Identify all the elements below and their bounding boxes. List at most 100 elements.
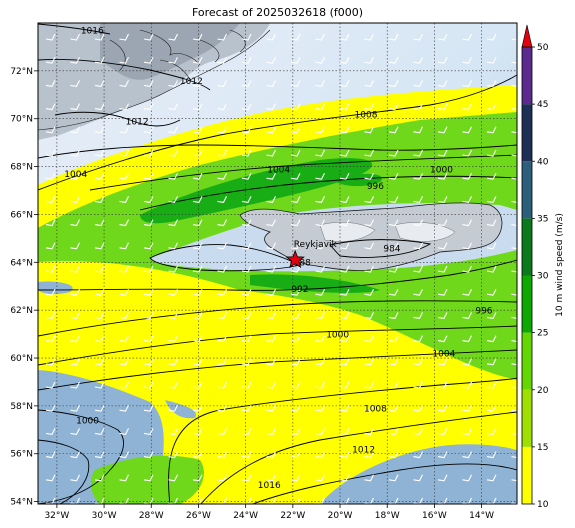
wind-barb-icon bbox=[413, 80, 423, 88]
wind-barb-icon bbox=[388, 497, 399, 504]
wind-barb-icon bbox=[315, 312, 325, 320]
wind-barb-icon bbox=[315, 219, 325, 227]
wind-barb-icon bbox=[413, 358, 423, 366]
colorbar-segment bbox=[522, 332, 532, 390]
wind-barb-icon bbox=[45, 497, 56, 504]
wind-barb-icon bbox=[315, 103, 325, 111]
wind-barb-icon bbox=[462, 381, 472, 389]
greenland-coastline bbox=[38, 29, 271, 131]
wind-barb-icon bbox=[339, 126, 350, 134]
wind-barb-icon bbox=[70, 404, 80, 412]
wind-barb-icon bbox=[192, 428, 203, 436]
wind-barb-icon bbox=[315, 242, 325, 250]
wind-barb-icon bbox=[413, 381, 423, 389]
wind-barb-icon bbox=[70, 126, 80, 134]
wind-barb-icon bbox=[168, 242, 178, 250]
lon-tick-label: 20°W bbox=[328, 511, 353, 521]
wind-barb-icon bbox=[388, 265, 399, 273]
wind-barb-icon bbox=[70, 497, 80, 504]
wind-barb-icon bbox=[315, 474, 325, 482]
wind-barb-icon bbox=[94, 265, 105, 273]
wind-barb-icon bbox=[143, 219, 154, 227]
wind-barb-icon bbox=[143, 312, 154, 320]
wind-barb-icon bbox=[94, 219, 105, 227]
isobar-label: 984 bbox=[383, 244, 400, 254]
lon-tick-label: 26°W bbox=[186, 511, 211, 521]
wind-barb-icon bbox=[70, 451, 80, 459]
wind-barb-icon bbox=[511, 432, 517, 435]
wind-barb-icon bbox=[45, 80, 56, 88]
wind-barb-icon bbox=[462, 312, 472, 320]
wind-barb-icon bbox=[290, 474, 301, 482]
wind-barb-icon bbox=[241, 312, 252, 320]
wind-barb-icon bbox=[290, 242, 301, 250]
wind-barb-icon bbox=[364, 242, 374, 250]
wind-barb-icon bbox=[315, 335, 325, 343]
wind-barb-icon bbox=[70, 33, 80, 41]
wind-barb-icon bbox=[94, 312, 105, 320]
wind-barb-icon bbox=[70, 103, 80, 111]
wind-barb-icon bbox=[364, 103, 374, 111]
wind-barb-icon bbox=[217, 196, 227, 204]
wind-barb-icon bbox=[70, 80, 80, 88]
wind-barb-icon bbox=[388, 428, 399, 436]
wind-barb-icon bbox=[241, 428, 252, 436]
wind-barb-icon bbox=[192, 404, 203, 412]
wind-barbs bbox=[45, 33, 517, 504]
wind-barb-icon bbox=[290, 451, 301, 459]
wind-barb-icon bbox=[290, 80, 301, 88]
wind-barb-icon bbox=[168, 451, 178, 459]
wind-barb-icon bbox=[70, 196, 80, 204]
wind-barb-icon bbox=[388, 219, 399, 227]
wind-barb-icon bbox=[511, 479, 517, 482]
wind-barb-icon bbox=[388, 335, 399, 343]
wind-barb-icon bbox=[511, 177, 517, 180]
wind-barb-icon bbox=[511, 154, 517, 157]
wind-barb-icon bbox=[339, 149, 350, 157]
wind-barb-icon bbox=[168, 103, 178, 111]
wind-barb-icon bbox=[486, 126, 497, 134]
wind-barb-icon bbox=[413, 242, 423, 250]
wind-barb-icon bbox=[168, 358, 178, 366]
wind-barb-icon bbox=[315, 80, 325, 88]
wind-barb-icon bbox=[486, 56, 497, 64]
isobar-label: 1012 bbox=[126, 118, 149, 128]
wind-barb-icon bbox=[45, 451, 56, 459]
wind-barb-icon bbox=[486, 358, 497, 366]
wind-barb-icon bbox=[315, 265, 325, 273]
wind-barb-icon bbox=[217, 265, 227, 273]
isobar-label: 1000 bbox=[326, 330, 349, 340]
wind-barb-icon bbox=[462, 404, 472, 412]
wind-barb-icon bbox=[364, 126, 374, 134]
wind-barb-icon bbox=[437, 335, 448, 343]
wind-barb-icon bbox=[462, 56, 472, 64]
wind-barb-icon bbox=[168, 219, 178, 227]
wind-barb-icon bbox=[241, 358, 252, 366]
wind-barb-icon bbox=[388, 33, 399, 41]
wind-barb-icon bbox=[45, 103, 56, 111]
wind-barb-icon bbox=[45, 242, 56, 250]
wind-barb-icon bbox=[70, 428, 80, 436]
wind-barb-icon bbox=[192, 312, 203, 320]
wind-barb-icon bbox=[437, 265, 448, 273]
wind-barb-icon bbox=[364, 428, 374, 436]
isobar-label: 1004 bbox=[267, 165, 290, 175]
wind-barb-icon bbox=[413, 428, 423, 436]
wind-barb-icon bbox=[413, 497, 423, 504]
dark-green-wind-area bbox=[140, 158, 373, 224]
isobar-label: 992 bbox=[291, 285, 308, 295]
isobar-1016-south bbox=[251, 463, 517, 504]
wind-barb-icon bbox=[486, 265, 497, 273]
wind-barb-icon bbox=[217, 451, 227, 459]
wind-barb-icon bbox=[364, 404, 374, 412]
wind-barb-icon bbox=[143, 265, 154, 273]
wind-barb-icon bbox=[217, 126, 227, 134]
wind-barb-icon bbox=[413, 103, 423, 111]
wind-barb-icon bbox=[339, 428, 350, 436]
wind-barb-icon bbox=[364, 381, 374, 389]
wind-barb-icon bbox=[388, 56, 399, 64]
wind-barb-icon bbox=[70, 288, 80, 296]
colorbar-segment bbox=[522, 161, 532, 219]
isobar-996 bbox=[139, 175, 517, 211]
wind-barb-icon bbox=[266, 404, 276, 412]
